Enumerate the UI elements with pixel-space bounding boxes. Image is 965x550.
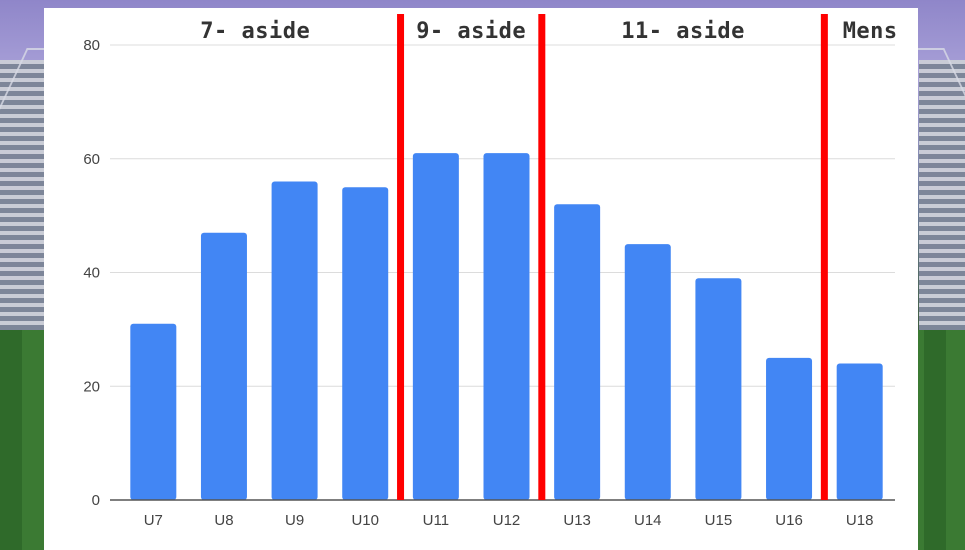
y-tick-label: 20	[83, 378, 100, 395]
section-label: Mens	[843, 19, 898, 44]
x-tick-label: U13	[563, 512, 591, 529]
y-tick-label: 0	[92, 492, 100, 509]
x-tick-label: U18	[846, 512, 874, 529]
x-axis-ticks: U7 U8 U9 U10 U11 U12 U13 U14 U15 U16 U18	[144, 512, 874, 529]
bar	[836, 363, 883, 500]
bar	[412, 153, 459, 500]
x-tick-label: U11	[423, 512, 449, 529]
x-tick-label: U16	[775, 512, 803, 529]
bar	[130, 323, 177, 500]
x-tick-label: U8	[214, 512, 233, 529]
bar	[624, 244, 671, 500]
bar	[200, 232, 247, 500]
x-tick-label: U12	[493, 512, 521, 529]
section-label: 9- aside	[416, 19, 526, 44]
section-dividers	[397, 14, 828, 500]
x-tick-label: U14	[634, 512, 662, 529]
stadium-stand-right	[919, 60, 965, 330]
bar	[271, 181, 318, 500]
bar	[695, 278, 742, 500]
stadium-stand-left	[0, 60, 46, 330]
bar	[554, 204, 601, 500]
y-tick-label: 80	[83, 37, 100, 54]
bar	[766, 357, 813, 500]
section-label: 7- aside	[200, 19, 310, 44]
bar	[342, 187, 389, 500]
x-tick-label: U9	[285, 512, 304, 529]
x-tick-label: U7	[144, 512, 163, 529]
bar	[483, 153, 530, 500]
section-label: 11- aside	[621, 19, 745, 44]
x-tick-label: U10	[351, 512, 379, 529]
section-labels: 7- aside 9- aside 11- aside Mens	[200, 19, 897, 44]
y-axis-ticks: 0 20 40 60 80	[83, 37, 100, 509]
y-tick-label: 40	[83, 265, 100, 282]
bars	[130, 153, 883, 500]
x-tick-label: U15	[705, 512, 733, 529]
y-tick-label: 60	[83, 151, 100, 168]
